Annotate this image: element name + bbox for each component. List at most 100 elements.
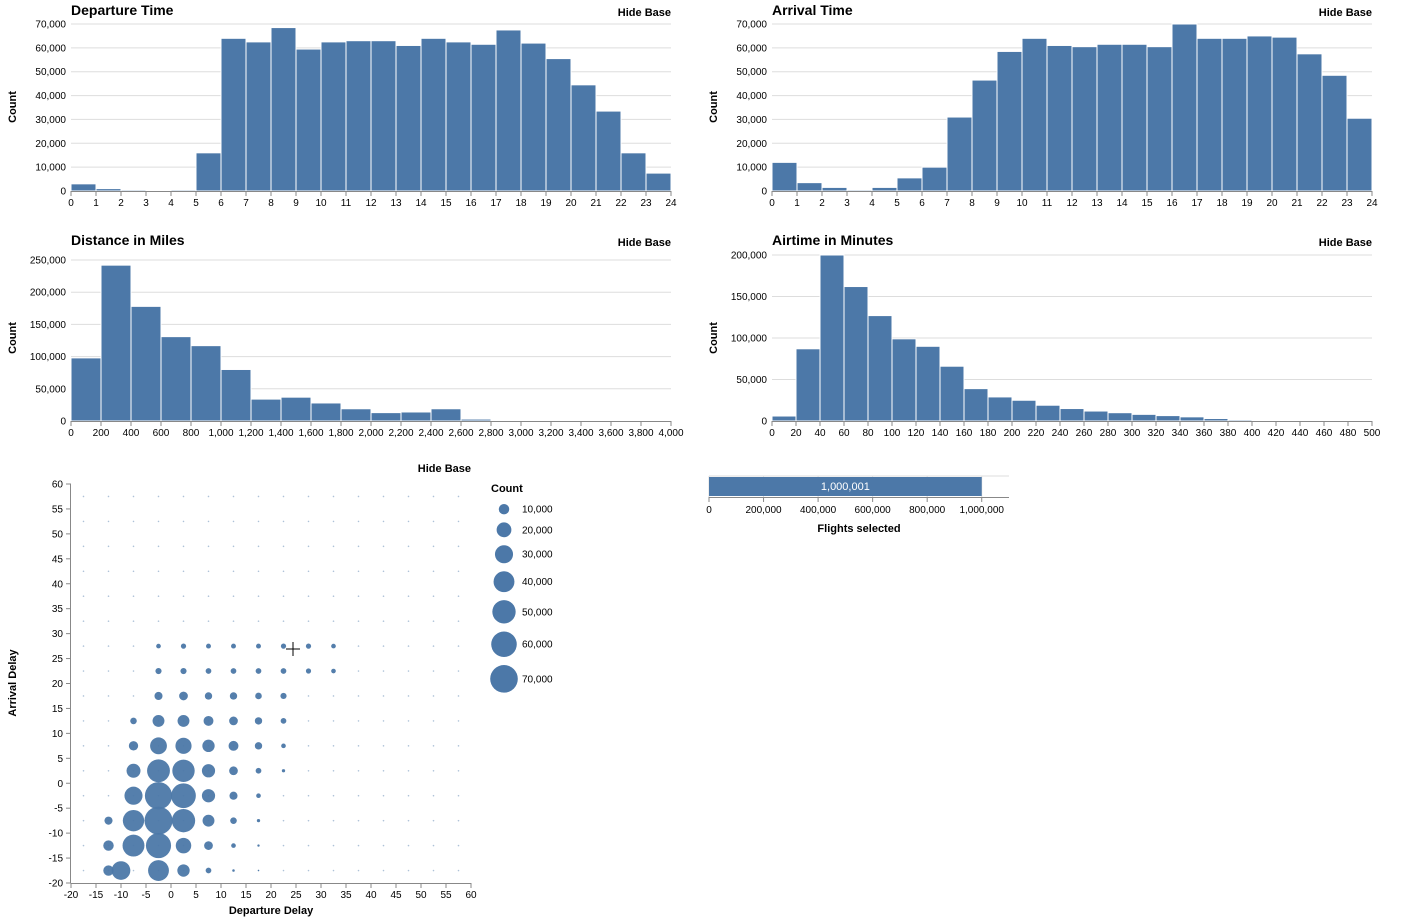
- base-point: [82, 769, 85, 772]
- y-tick-label: 40,000: [736, 91, 767, 102]
- base-point: [232, 570, 235, 573]
- y-tick-label: -5: [54, 804, 63, 815]
- base-point: [282, 520, 285, 523]
- bar: [195, 152, 222, 192]
- bar: [1171, 23, 1198, 192]
- base-point: [457, 595, 460, 598]
- bar: [1121, 43, 1148, 192]
- bar: [545, 58, 572, 192]
- y-axis-label: Count: [708, 91, 720, 123]
- hide-base-button[interactable]: Hide Base: [1319, 7, 1372, 19]
- chart-title: Arrival Time: [772, 2, 853, 18]
- x-tick-label: 60: [838, 428, 850, 439]
- base-point: [282, 595, 285, 598]
- x-tick-label: 23: [1341, 198, 1353, 209]
- base-point: [107, 495, 110, 498]
- base-point: [132, 695, 135, 697]
- x-tick-label: 0: [68, 198, 74, 209]
- base-point: [407, 520, 410, 523]
- arrival-time-chart: Arrival Time Hide Base Count 0 10,000 20,0…: [708, 2, 1378, 210]
- plot-area[interactable]: 1,000,001 0 200,000 400,000 600,000 800,000 1,…: [706, 475, 1009, 516]
- y-tick-label: 0: [60, 187, 66, 198]
- legend-label: 60,000: [522, 640, 553, 651]
- scatter-point: [206, 643, 211, 649]
- x-tick-label: 24: [665, 198, 677, 209]
- bar: [771, 161, 798, 192]
- x-tick-label: 240: [1052, 428, 1069, 439]
- bar: [445, 41, 472, 192]
- scatter-point: [255, 767, 262, 774]
- scatter-point: [111, 861, 131, 880]
- x-tick-label: 40: [365, 890, 377, 901]
- bar: [430, 408, 462, 422]
- bar: [320, 41, 347, 192]
- x-tick-label: 9: [994, 198, 1000, 209]
- base-point: [157, 545, 160, 548]
- bar: [896, 177, 923, 192]
- base-point: [457, 620, 460, 622]
- x-tick-label: 11: [1042, 198, 1053, 209]
- bar: [370, 40, 397, 192]
- base-point: [332, 520, 335, 523]
- x-tick-label: 24: [1366, 198, 1378, 209]
- base-point: [432, 520, 435, 523]
- base-point: [107, 545, 110, 548]
- x-tick-label: 15: [240, 890, 252, 901]
- x-tick-label: 2,600: [448, 428, 473, 439]
- y-tick-label: 0: [761, 417, 767, 428]
- departure-time-chart: Departure Time Hide Base Count 010,00020…: [7, 2, 677, 210]
- bar: [280, 396, 312, 422]
- bar: [370, 412, 402, 422]
- x-tick-label: 30: [315, 890, 327, 901]
- crosshair-cursor-icon: [286, 642, 300, 656]
- plot-area[interactable]: 0 50,000 100,000 150,000 200,000 0 20 40 60 80 100…: [731, 251, 1381, 440]
- base-point: [107, 794, 110, 797]
- x-tick-label: 1,400: [268, 428, 293, 439]
- bar: [1246, 35, 1273, 192]
- bar: [819, 254, 845, 422]
- bar: [795, 348, 821, 422]
- base-point: [82, 794, 85, 797]
- hide-base-button[interactable]: Hide Base: [418, 463, 471, 475]
- plot-area[interactable]: 0 50,000 100,000 150,000 200,000 250,000 0 200 4…: [30, 256, 684, 440]
- hide-base-button[interactable]: Hide Base: [618, 7, 671, 19]
- plot-area[interactable]: 0 10,000 20,000 30,000 40,000 50,000 60,000 70,…: [736, 20, 1378, 210]
- base-point: [232, 595, 235, 598]
- delay-scatter-chart: Hide Base Arrival Delay Departure Delay …: [7, 463, 553, 917]
- base-point: [407, 545, 410, 548]
- base-point: [357, 819, 360, 822]
- base-point: [82, 645, 85, 647]
- bar: [1155, 415, 1181, 422]
- y-tick-label: 50,000: [35, 384, 66, 395]
- base-point: [82, 844, 85, 847]
- y-tick-label: 200,000: [731, 251, 768, 262]
- base-point: [332, 794, 335, 797]
- base-point: [132, 869, 135, 872]
- plot-area[interactable]: 0 10,000 20,000 30,000 40,000 50,000 60,000 70,…: [35, 20, 677, 210]
- x-tick-label: 35: [340, 890, 352, 901]
- x-tick-label: 18: [515, 198, 527, 209]
- base-point: [82, 695, 85, 697]
- base-point: [132, 670, 135, 672]
- x-tick-label: 4: [168, 198, 174, 209]
- bar: [645, 172, 672, 192]
- hide-base-button[interactable]: Hide Base: [1319, 237, 1372, 249]
- y-tick-label: 250,000: [30, 256, 67, 267]
- base-point: [232, 545, 235, 548]
- base-point: [182, 620, 185, 622]
- base-point: [382, 794, 385, 797]
- hide-base-button[interactable]: Hide Base: [618, 237, 671, 249]
- scatter-point: [231, 843, 236, 848]
- scatter-point: [281, 769, 286, 773]
- y-tick-label: 35: [52, 604, 64, 615]
- x-tick-label: 14: [415, 198, 427, 209]
- bar: [1107, 412, 1133, 422]
- base-point: [457, 769, 460, 772]
- x-tick-label: 380: [1220, 428, 1237, 439]
- bar: [939, 365, 965, 422]
- base-point: [332, 545, 335, 548]
- bar: [130, 305, 162, 422]
- x-tick-label: 25: [290, 890, 302, 901]
- x-tick-label: 21: [1291, 198, 1303, 209]
